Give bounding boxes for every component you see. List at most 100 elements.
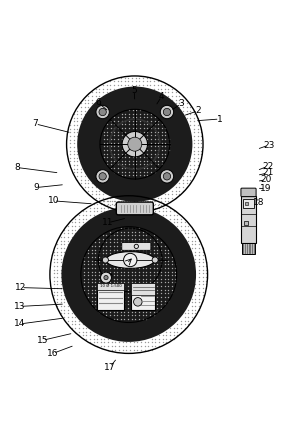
Point bbox=[188, 111, 193, 118]
Point bbox=[79, 100, 84, 107]
Point bbox=[127, 114, 132, 121]
Point bbox=[147, 272, 152, 279]
Point bbox=[148, 114, 153, 121]
Point bbox=[189, 237, 194, 244]
Point bbox=[136, 250, 141, 257]
Point bbox=[93, 194, 98, 202]
Point bbox=[89, 301, 94, 308]
Point bbox=[122, 82, 127, 89]
Point bbox=[134, 150, 139, 157]
Point bbox=[151, 85, 156, 92]
Point bbox=[107, 297, 112, 304]
Point bbox=[195, 151, 200, 158]
Point bbox=[113, 204, 118, 211]
Point bbox=[66, 310, 71, 317]
Point bbox=[101, 154, 106, 161]
Point bbox=[192, 129, 196, 136]
Point bbox=[166, 264, 171, 272]
Point bbox=[111, 198, 116, 205]
Point bbox=[126, 253, 131, 260]
Point bbox=[200, 255, 205, 262]
Point bbox=[134, 114, 139, 121]
Point bbox=[112, 124, 117, 132]
Point bbox=[102, 197, 107, 204]
Point bbox=[192, 144, 196, 151]
Circle shape bbox=[99, 109, 106, 116]
Point bbox=[101, 128, 106, 135]
Point bbox=[162, 264, 167, 272]
Point bbox=[91, 339, 96, 346]
Point bbox=[140, 304, 145, 311]
Point bbox=[153, 342, 158, 350]
Point bbox=[140, 312, 145, 319]
Point bbox=[164, 339, 169, 346]
Point bbox=[171, 335, 176, 342]
Point bbox=[130, 78, 135, 85]
Point bbox=[145, 124, 150, 132]
Point bbox=[97, 85, 102, 92]
Point bbox=[137, 146, 142, 153]
Point bbox=[145, 154, 150, 161]
Point bbox=[104, 275, 109, 282]
Point bbox=[138, 342, 143, 350]
Point bbox=[84, 208, 89, 215]
Point bbox=[140, 246, 145, 253]
Point bbox=[107, 242, 112, 249]
Point bbox=[66, 303, 71, 310]
Point bbox=[86, 290, 91, 297]
Point bbox=[188, 118, 193, 125]
Text: 12: 12 bbox=[15, 283, 27, 292]
Text: 7: 7 bbox=[32, 119, 38, 128]
Point bbox=[118, 290, 123, 297]
Point bbox=[89, 279, 94, 286]
Point bbox=[104, 239, 109, 246]
Point bbox=[162, 242, 167, 249]
Point bbox=[123, 117, 128, 124]
Point bbox=[193, 303, 198, 310]
Point bbox=[173, 261, 178, 268]
Point bbox=[145, 150, 150, 157]
Point bbox=[189, 295, 194, 303]
Point bbox=[184, 180, 189, 187]
Point bbox=[111, 242, 116, 249]
Point bbox=[148, 150, 153, 157]
Point bbox=[58, 277, 63, 284]
Circle shape bbox=[128, 137, 142, 151]
Point bbox=[169, 290, 174, 297]
Point bbox=[82, 279, 87, 286]
Point bbox=[123, 114, 128, 121]
Point bbox=[118, 250, 123, 257]
Point bbox=[115, 268, 120, 275]
Point bbox=[159, 150, 164, 157]
Point bbox=[108, 143, 113, 150]
Point bbox=[152, 157, 157, 164]
Point bbox=[75, 154, 80, 161]
Point bbox=[188, 103, 193, 110]
Point bbox=[163, 128, 168, 135]
Point bbox=[197, 237, 202, 244]
Point bbox=[128, 342, 132, 350]
Point bbox=[129, 253, 134, 260]
Point bbox=[130, 139, 135, 146]
Point bbox=[173, 194, 178, 202]
Point bbox=[159, 85, 164, 92]
Point bbox=[68, 162, 73, 169]
Point bbox=[115, 304, 120, 311]
Point bbox=[129, 293, 134, 300]
Text: 14: 14 bbox=[14, 319, 25, 329]
Point bbox=[108, 198, 113, 205]
Point bbox=[129, 257, 134, 264]
Point bbox=[102, 208, 107, 215]
Point bbox=[151, 198, 156, 205]
Point bbox=[108, 132, 113, 139]
Point bbox=[129, 264, 134, 272]
Point bbox=[55, 284, 60, 291]
Point bbox=[144, 232, 149, 239]
Point bbox=[105, 136, 110, 143]
Point bbox=[156, 165, 161, 172]
Point bbox=[145, 165, 150, 172]
Point bbox=[167, 139, 172, 146]
Point bbox=[80, 324, 85, 331]
Point bbox=[152, 136, 157, 143]
Point bbox=[134, 154, 139, 161]
